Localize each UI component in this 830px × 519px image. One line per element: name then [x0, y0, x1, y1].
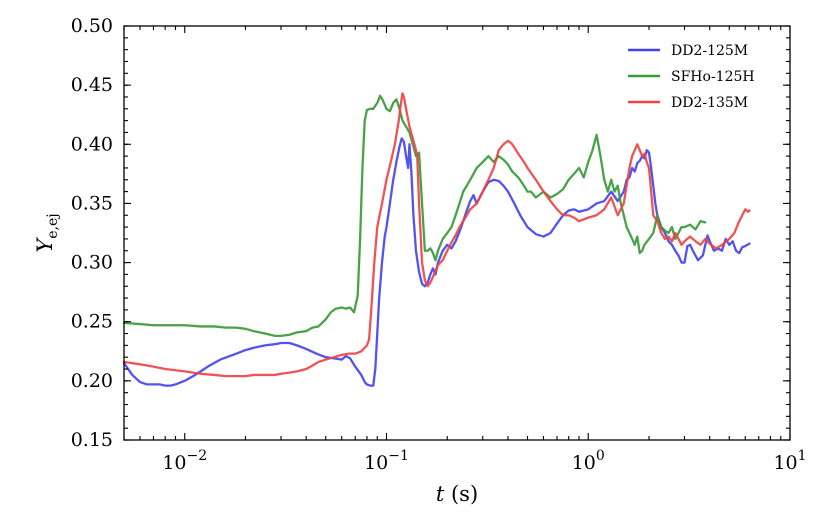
- legend-label: SFHo-125H: [671, 69, 755, 85]
- series-line-sfho-125h: [122, 94, 707, 338]
- y-tick-label: 0.15: [71, 429, 113, 451]
- y-tick-label: 0.20: [71, 370, 113, 392]
- legend-label: DD2-125M: [671, 43, 748, 59]
- series-line-dd2-125m: [122, 137, 751, 387]
- axis-ticks: [123, 25, 791, 441]
- y-tick-labels: 0.15 0.20 0.25 0.30 0.35 0.40 0.45 0.50: [71, 15, 113, 451]
- x-tick-label: 101: [773, 448, 806, 474]
- y-tick-label: 0.30: [71, 252, 113, 274]
- y-axis-title: Ye,ej: [33, 213, 61, 252]
- y-tick-label: 0.35: [71, 192, 113, 214]
- plot-lines: [122, 92, 751, 387]
- legend: DD2-125M SFHo-125H DD2-135M: [628, 43, 755, 111]
- x-axis-title: t (s): [436, 482, 478, 506]
- y-tick-label: 0.40: [71, 133, 113, 155]
- y-tick-label: 0.25: [71, 311, 113, 333]
- x-tick-label: 10−2: [162, 448, 207, 474]
- plot-frame: [123, 25, 791, 441]
- y-tick-label: 0.45: [71, 74, 113, 96]
- series-line-dd2-135m: [122, 92, 751, 378]
- y-tick-label: 0.50: [71, 15, 113, 37]
- x-tick-label: 100: [572, 448, 605, 474]
- legend-label: DD2-135M: [671, 95, 748, 111]
- x-tick-label: 10−1: [364, 448, 409, 474]
- x-tick-labels: 10−2 10−1 100 101: [162, 448, 806, 474]
